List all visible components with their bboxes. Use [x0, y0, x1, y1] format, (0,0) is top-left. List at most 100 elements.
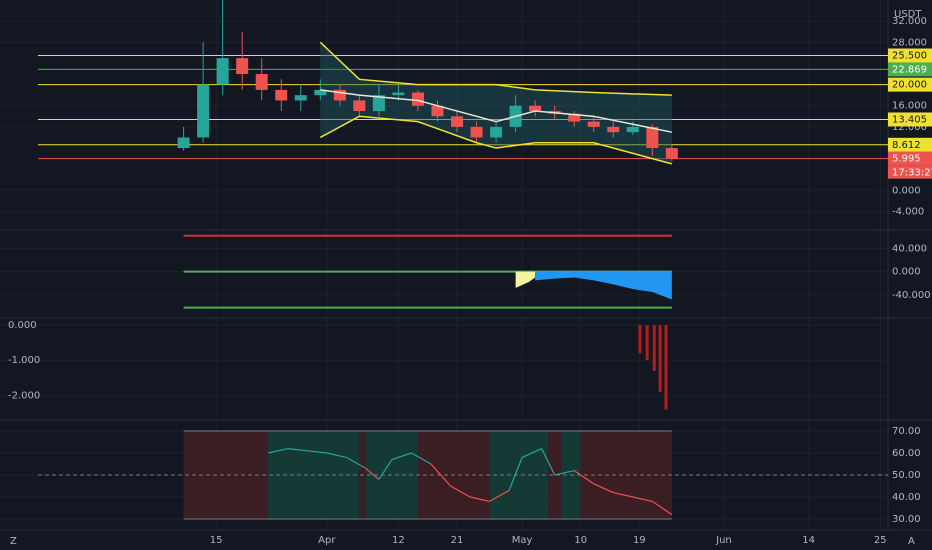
y-tick-label: 40.000 [892, 244, 927, 255]
y-tick-label: 70.00 [892, 426, 921, 437]
price-tag-label: 20.000 [892, 80, 927, 91]
candle-body [216, 58, 229, 85]
candle-body [665, 148, 678, 159]
price-tag-label: 22.869 [892, 64, 927, 75]
y-tick-label: -1.000 [8, 355, 40, 366]
candle-body [470, 126, 483, 138]
y-tick-label: 30.00 [892, 514, 921, 525]
y-tick-label: 28.000 [892, 37, 927, 48]
price-tag-label: 8.612 [892, 140, 921, 151]
candle-body [431, 105, 444, 117]
rsi-segment [326, 452, 347, 458]
candle-body [353, 100, 366, 112]
rsi-segment [613, 492, 633, 498]
y-tick-label: 32.000 [892, 16, 927, 27]
candle-body [236, 58, 249, 75]
y-tick-label: 16.000 [892, 101, 927, 112]
rsi-segment [489, 489, 510, 502]
band-line [319, 41, 672, 96]
x-tick-label: 14 [802, 535, 815, 546]
y-tick-label: 12.000 [892, 122, 927, 133]
price-tag [888, 151, 932, 166]
auto-scale[interactable]: A [908, 536, 915, 547]
price-tag-label: 5.995 [892, 154, 921, 165]
rsi-segment [450, 485, 471, 498]
x-tick-label: Jun [715, 535, 732, 546]
y-tick-label: 60.00 [892, 448, 921, 459]
x-tick-label: May [512, 535, 533, 546]
band-line [320, 89, 673, 133]
y-tick-label: 50.00 [892, 470, 921, 481]
price-tag [888, 77, 932, 92]
rsi-segment [346, 456, 367, 469]
x-tick-label: 10 [574, 535, 587, 546]
candle-body [333, 89, 346, 101]
rsi-segment [411, 452, 432, 465]
candle-body [197, 84, 210, 138]
y-tick-label: 0.000 [892, 185, 921, 196]
rsi-segment [469, 496, 490, 502]
candle-body [372, 95, 385, 112]
candle-body [314, 89, 327, 96]
x-tick-label: 15 [210, 535, 223, 546]
candle-body [451, 116, 464, 127]
y-tick-label: -4.000 [892, 206, 924, 217]
band-line [319, 115, 673, 165]
candle-body [275, 89, 288, 101]
rsi-segment [651, 500, 673, 516]
y-tick-label: -2.000 [8, 390, 40, 401]
rsi-segment [573, 470, 595, 485]
x-tick-label: 25 [874, 535, 887, 546]
zone [183, 431, 269, 519]
candle-body [607, 126, 620, 133]
bar [638, 325, 642, 354]
rsi-segment [554, 470, 575, 476]
x-tick-label: 19 [633, 535, 646, 546]
rsi-segment [632, 496, 653, 502]
candle-body [490, 126, 503, 138]
candle-body [529, 105, 542, 112]
rsi-segment [307, 450, 327, 454]
rsi-segment [378, 459, 393, 480]
zoom-icon[interactable]: Z [10, 536, 17, 547]
countdown-label: 17:33:27 [892, 168, 932, 179]
rsi-segment [593, 483, 614, 494]
candle-body [294, 95, 307, 101]
price-tag-label: 13.405 [892, 114, 927, 125]
rsi-segment [521, 448, 542, 458]
price-tag [888, 137, 932, 152]
candle-body [411, 92, 424, 106]
histogram-area [535, 271, 672, 300]
y-tick-label: 0.000 [892, 267, 921, 278]
band-fill [320, 42, 672, 164]
rsi-segment [430, 463, 451, 487]
unit-label: USDT [894, 9, 922, 20]
y-tick-label: -40.000 [892, 290, 931, 301]
rsi-segment [391, 452, 412, 461]
y-tick-label: 40.00 [892, 492, 921, 503]
zone [489, 431, 549, 519]
candle-body [392, 92, 405, 96]
candle-body [587, 121, 600, 127]
rsi-segment [508, 457, 523, 491]
candle-body [626, 126, 639, 133]
price-tag [888, 62, 932, 77]
candle-body [568, 113, 581, 122]
price-tag [888, 48, 932, 63]
rsi-segment [541, 448, 556, 476]
rsi-segment [287, 448, 308, 452]
candle-body [177, 137, 190, 149]
candle-body [255, 74, 268, 90]
bar [664, 325, 668, 410]
y-tick-label: 0.000 [8, 320, 37, 331]
histogram-area [515, 271, 536, 288]
bar [658, 325, 662, 392]
candle-body [646, 126, 659, 149]
x-tick-label: 12 [392, 535, 405, 546]
bar [645, 325, 649, 361]
x-tick-label: 21 [451, 535, 464, 546]
rsi-segment [365, 467, 380, 480]
bar [652, 325, 656, 371]
countdown-tag [888, 165, 932, 179]
